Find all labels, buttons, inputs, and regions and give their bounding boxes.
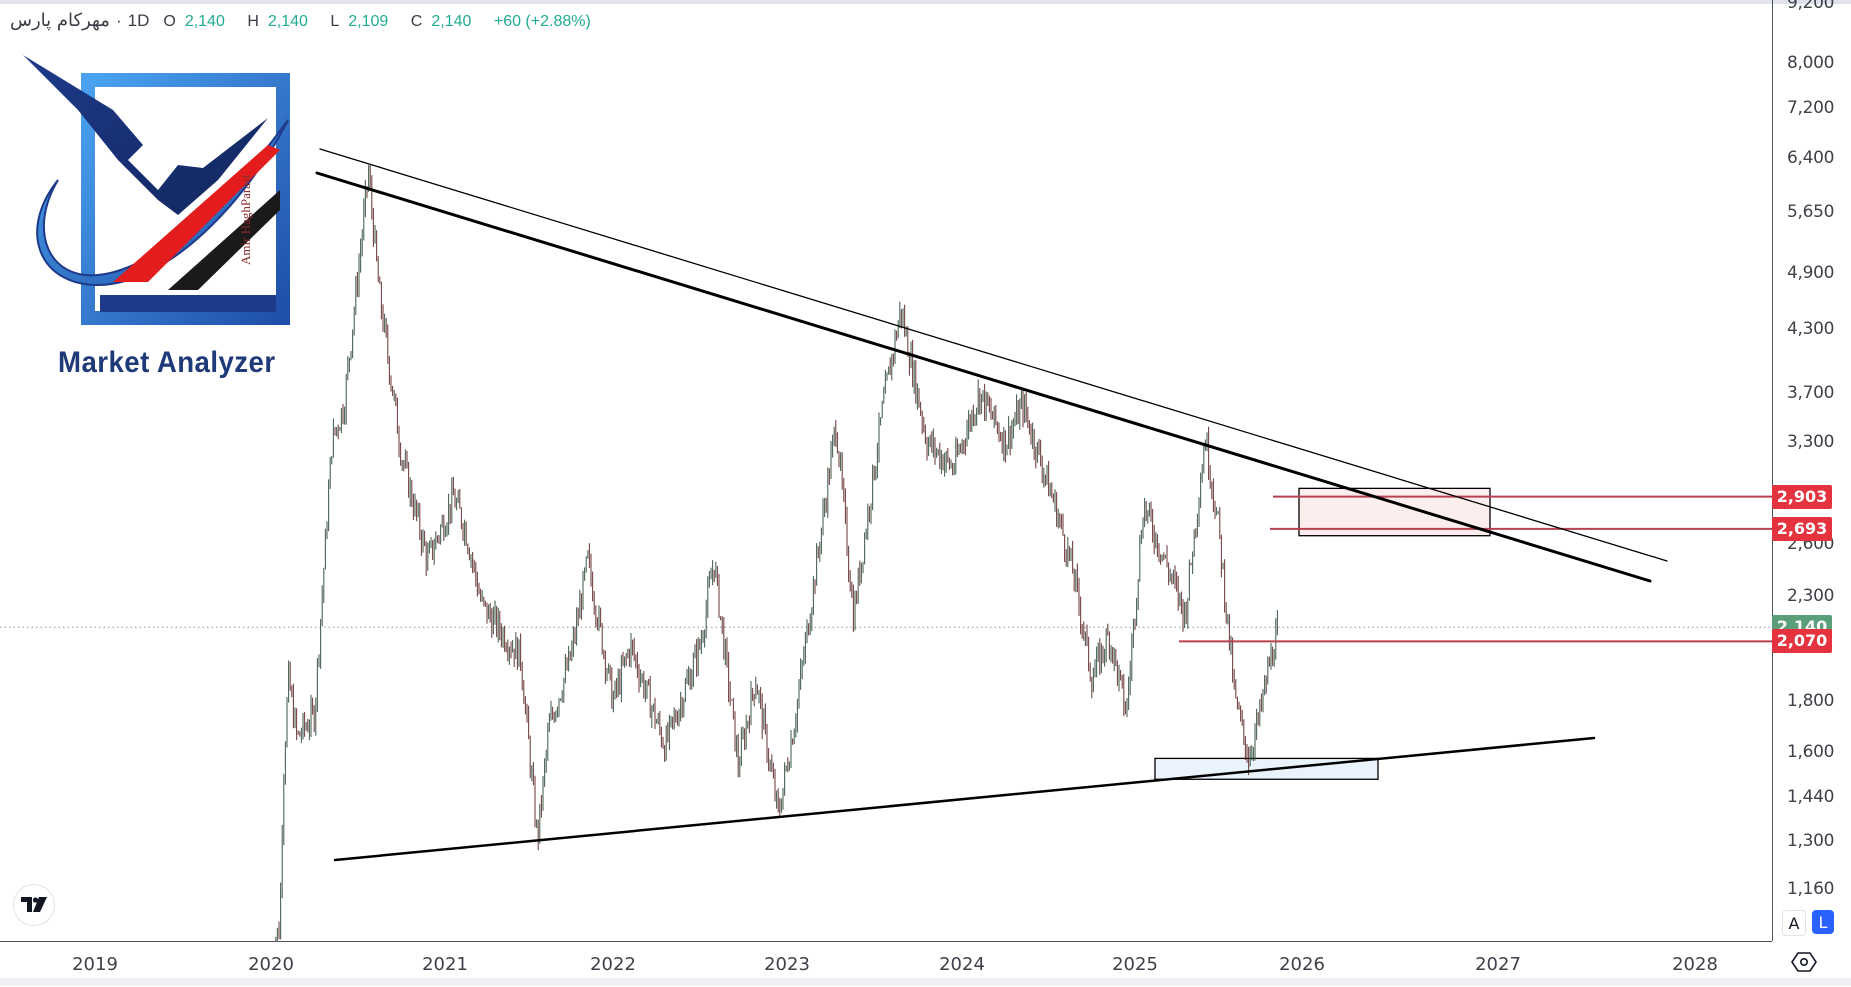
price-tick: 4,300 — [1787, 318, 1835, 339]
price-tick: 2,300 — [1787, 586, 1835, 607]
low-label: L — [330, 13, 340, 30]
author-text: Amir HaghParast — [238, 174, 253, 265]
time-tick: 2027 — [1475, 954, 1521, 975]
ohlc-values: O 2,140 H 2,140 L 2,109 C 2,140 +60 (+2.88%) — [163, 13, 599, 31]
time-tick: 2028 — [1672, 954, 1718, 975]
price-tick: 4,900 — [1787, 262, 1835, 283]
price-tick: 5,650 — [1787, 201, 1835, 222]
lower-ascending-support-trendline[interactable] — [333, 736, 1596, 862]
tradingview-logo-button[interactable] — [13, 884, 55, 926]
time-tick: 2023 — [764, 954, 810, 975]
time-tick: 2025 — [1112, 954, 1158, 975]
price-tick: 1,160 — [1787, 879, 1835, 900]
time-tick: 2021 — [422, 954, 468, 975]
time-tick: 2019 — [72, 954, 118, 975]
price-tick: 9,200 — [1787, 0, 1835, 13]
brand-name: Market Analyzer — [58, 346, 276, 379]
bottom-border — [0, 978, 1851, 986]
legend-separator: · — [115, 11, 122, 30]
close-value: 2,140 — [431, 13, 472, 30]
price-tick: 1,300 — [1787, 830, 1835, 851]
high-label: H — [247, 13, 259, 30]
settings-hexagon-icon — [1791, 952, 1817, 972]
price-badge: 2,693 — [1772, 516, 1832, 541]
price-badge: 2,070 — [1772, 629, 1832, 654]
time-tick: 2026 — [1279, 954, 1325, 975]
time-tick: 2022 — [590, 954, 636, 975]
price-tick: 8,000 — [1787, 52, 1835, 73]
time-tick: 2024 — [939, 954, 985, 975]
price-tick: 1,800 — [1787, 691, 1835, 712]
market-analyzer-logo: Amir HaghParast — [18, 50, 308, 390]
change-value: +60 (+2.88%) — [493, 13, 591, 30]
price-tick: 6,400 — [1787, 148, 1835, 169]
price-badge: 2,903 — [1772, 484, 1832, 509]
scale-buttons: A L — [1782, 910, 1834, 936]
time-tick: 2020 — [248, 954, 294, 975]
open-value: 2,140 — [184, 13, 225, 30]
open-label: O — [163, 13, 176, 30]
price-axis[interactable]: 9,200 8,000 7,200 6,400 5,650 4,900 4,300 3,700… — [1772, 0, 1851, 941]
price-tick: 3,700 — [1787, 382, 1835, 403]
log-scale-button[interactable]: L — [1812, 910, 1834, 934]
upper-descending-resistance-trendline[interactable] — [315, 171, 1652, 583]
price-tick: 7,200 — [1787, 97, 1835, 118]
price-tick: 1,440 — [1787, 786, 1835, 807]
settings-button[interactable] — [1790, 948, 1818, 976]
close-label: C — [410, 13, 423, 30]
low-value: 2,109 — [348, 13, 389, 30]
auto-scale-button[interactable]: A — [1782, 910, 1806, 936]
upper-descending-resistance-outer-trendline[interactable] — [319, 148, 1668, 562]
high-value: 2,140 — [267, 13, 308, 30]
interval-label[interactable]: 1D — [127, 11, 150, 30]
top-border — [0, 0, 1851, 4]
symbol-name[interactable]: مهرکام پارس — [10, 10, 110, 31]
price-tick: 3,300 — [1787, 431, 1835, 452]
time-axis[interactable]: 2019 2020 2021 2022 2023 2024 2025 2026 2027 2028 — [0, 941, 1772, 987]
price-tick: 1,600 — [1787, 741, 1835, 762]
candles — [275, 163, 1278, 941]
tradingview-logo-icon — [21, 897, 47, 912]
chart-plot-area[interactable] — [0, 0, 1772, 941]
